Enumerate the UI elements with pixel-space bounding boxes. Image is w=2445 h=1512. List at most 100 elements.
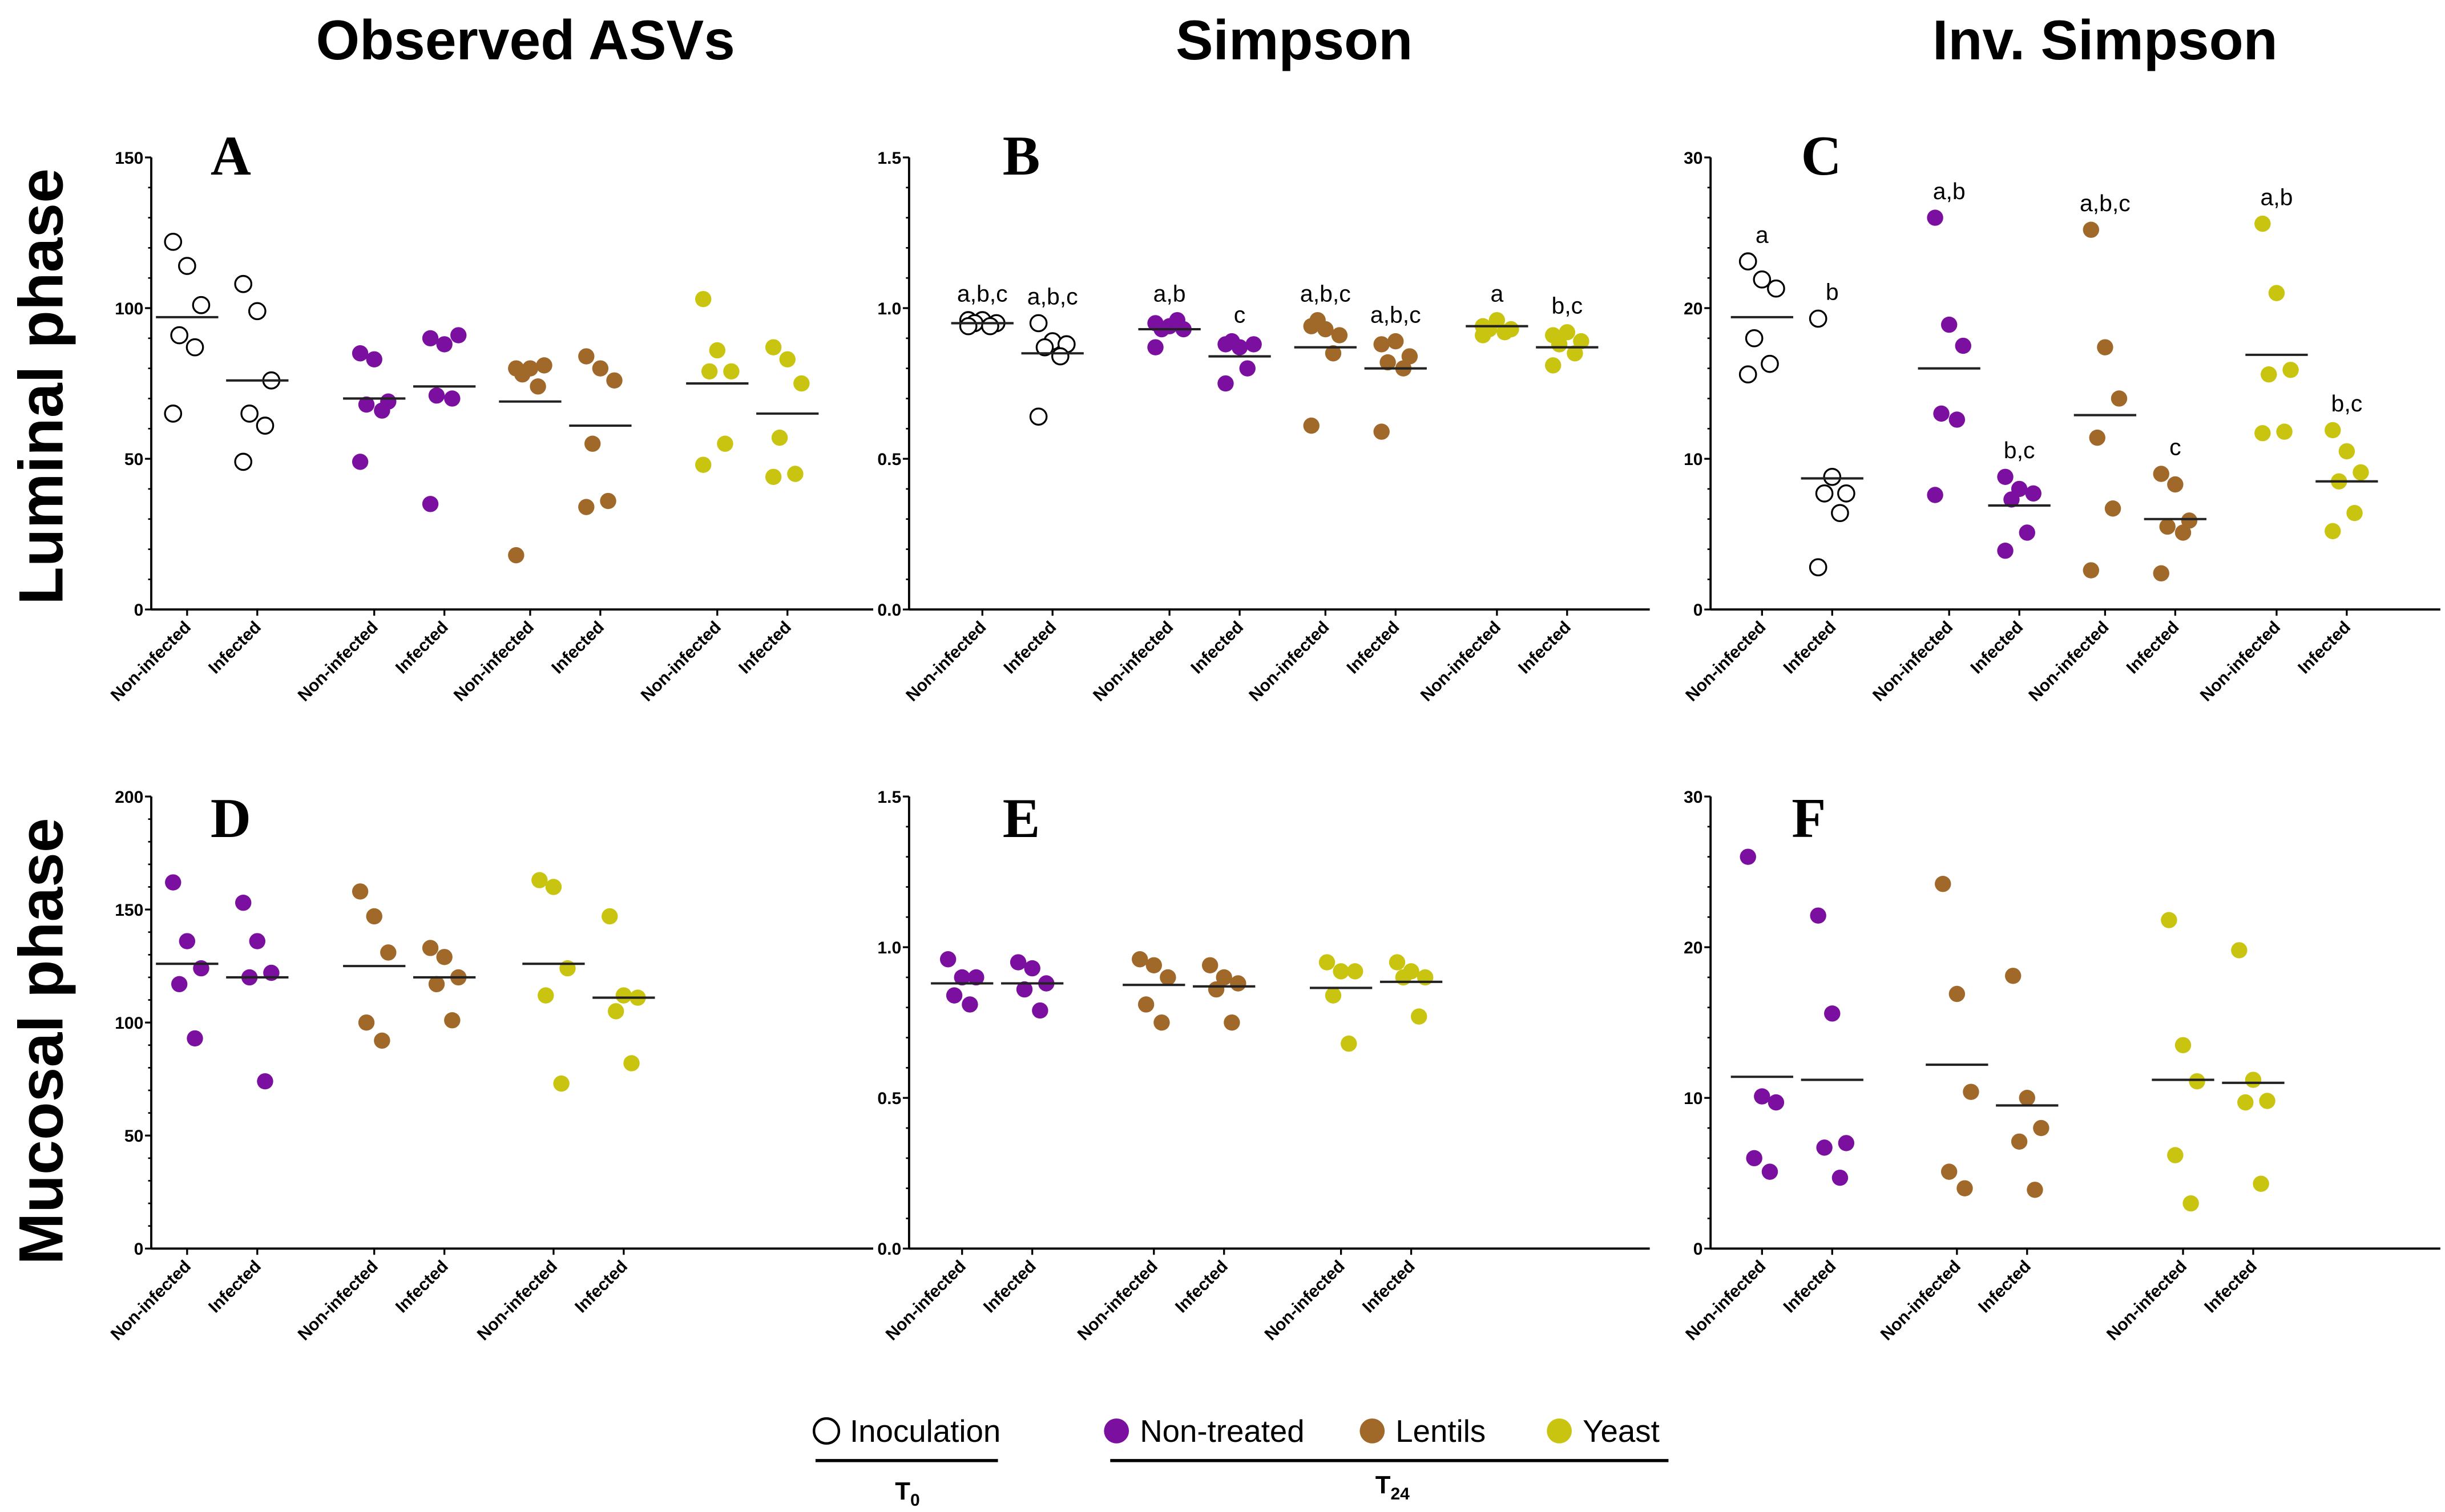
y-tick-label: 50: [124, 450, 143, 469]
data-point: [1935, 875, 1951, 892]
x-tick-label: Non-infected: [1877, 1257, 1964, 1344]
data-point: [2325, 523, 2341, 540]
y-tick-label: 10: [1684, 1089, 1702, 1108]
data-point: [450, 327, 467, 343]
data-point: [1823, 467, 1842, 486]
legend-label: Non-treated: [1140, 1414, 1304, 1449]
data-point: [1217, 375, 1234, 392]
x-tick-label: Infected: [2294, 618, 2354, 678]
data-point: [2033, 1119, 2049, 1137]
data-point: [1837, 484, 1855, 503]
data-point: [1035, 338, 1054, 357]
data-point: [2167, 476, 2184, 493]
data-point: [709, 342, 725, 359]
data-point: [723, 363, 740, 380]
data-point: [2174, 1037, 2192, 1053]
data-point: [1831, 504, 1849, 523]
data-point: [366, 351, 382, 368]
significance-letter: a,b: [2260, 184, 2293, 210]
y-tick-label: 30: [1684, 149, 1702, 168]
data-point: [171, 976, 188, 993]
data-point: [1032, 1002, 1048, 1019]
panel-b: B 0.0 0.5 1.0 1.5 Non-infected a,b,c Infected a,…: [877, 125, 1650, 705]
legend-item-yeast: Yeast: [1547, 1414, 1660, 1449]
data-point: [2004, 968, 2022, 984]
data-point: [235, 895, 252, 911]
x-tick-label: Non-infected: [1417, 618, 1504, 705]
significance-letter: c: [2169, 434, 2181, 460]
data-point: [717, 435, 733, 452]
x-tick-label: Infected: [2123, 618, 2183, 678]
data-point: [1325, 345, 1342, 362]
data-point: [1927, 487, 1943, 503]
data-point: [1239, 360, 1256, 377]
data-point: [1147, 339, 1164, 355]
data-point: [2111, 390, 2128, 407]
data-point: [2268, 285, 2285, 301]
data-point: [2019, 524, 2035, 541]
legend-group-t0: T0: [895, 1477, 919, 1510]
y-tick-label: 30: [1684, 788, 1702, 807]
data-point: [1010, 954, 1027, 971]
data-point: [2237, 1094, 2254, 1111]
significance-letter: a,b,c: [2080, 190, 2131, 216]
data-point: [531, 872, 548, 888]
legend-group-t0-letter: T: [895, 1477, 910, 1505]
y-tick-label: 0: [1693, 601, 1703, 620]
data-point: [1997, 468, 2014, 486]
data-point: [2282, 362, 2299, 378]
data-point: [787, 466, 804, 482]
x-tick-label: Infected: [1359, 1257, 1419, 1317]
data-point: [1940, 316, 1958, 333]
data-point: [2025, 485, 2041, 502]
data-point: [765, 339, 782, 355]
data-point: [2003, 491, 2020, 508]
data-point: [602, 908, 618, 925]
x-tick-label: Non-infected: [638, 618, 725, 705]
significance-letter: a,b,c: [957, 280, 1008, 306]
data-point: [1740, 848, 1756, 865]
data-point: [444, 390, 461, 407]
data-point: [2276, 423, 2293, 440]
data-point: [1768, 1094, 1785, 1111]
data-point: [444, 1012, 461, 1029]
data-point: [578, 348, 595, 365]
data-point: [374, 1032, 390, 1049]
legend-item-non-treated: Non-treated: [1104, 1414, 1305, 1449]
y-tick-label: 150: [115, 901, 143, 920]
data-point: [765, 468, 782, 486]
significance-letter: a,b,c: [1370, 301, 1421, 328]
data-point: [1137, 996, 1155, 1013]
row-title-luminal: Luminal phase: [6, 168, 76, 605]
significance-letter: b,c: [2004, 437, 2035, 463]
data-point: [248, 302, 267, 321]
data-point: [2182, 1195, 2199, 1212]
data-point: [428, 387, 445, 404]
data-point: [428, 976, 445, 993]
data-point: [422, 330, 439, 347]
data-point: [1016, 981, 1033, 998]
column-title-inv-simpson: Inv. Simpson: [1932, 9, 2278, 71]
x-tick-label: Non-infected: [294, 1257, 382, 1344]
data-point: [366, 908, 382, 925]
data-point: [164, 405, 183, 423]
data-point: [1838, 1135, 1855, 1151]
data-point: [2161, 912, 2177, 928]
data-point: [508, 547, 524, 564]
data-point: [1341, 1035, 1357, 1052]
x-tick-label: Non-infected: [294, 618, 382, 705]
x-tick-label: Infected: [2201, 1257, 2261, 1317]
data-point: [954, 969, 970, 986]
x-tick-label: Infected: [1780, 618, 1840, 678]
data-point: [234, 452, 253, 471]
significance-letter: c: [1234, 301, 1245, 328]
data-point: [536, 357, 552, 374]
data-point: [358, 1014, 375, 1031]
data-point: [2353, 464, 2369, 481]
data-point: [179, 933, 196, 949]
data-point: [1809, 309, 1827, 328]
x-tick-label: Infected: [1780, 1257, 1840, 1317]
